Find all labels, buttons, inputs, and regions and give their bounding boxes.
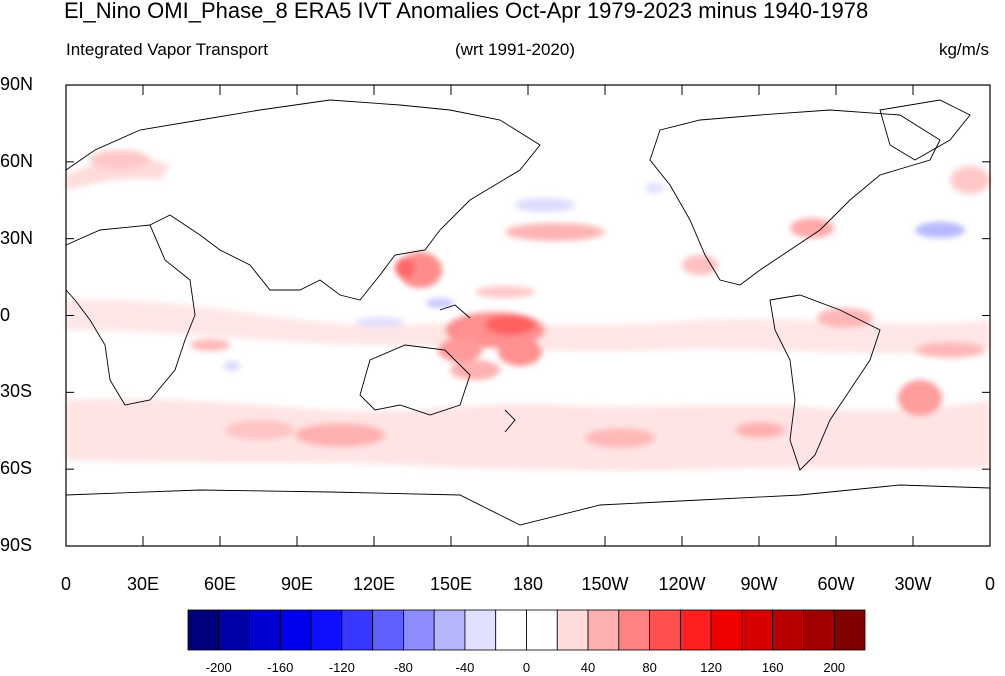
colorbar-tick-label: 40 [580,660,596,675]
axis-ticks [65,84,991,547]
longitude-label: 90W [740,574,778,594]
colorbar-tick-label: 160 [761,660,784,675]
colorbar-swatch [772,609,804,651]
colorbar-tick-label: 120 [700,660,722,675]
anomaly-field [66,150,990,471]
latitude-label: 60S [0,458,33,479]
longitude-label: 180 [512,574,544,594]
colorbar-swatch [403,609,435,651]
colorbar-swatch [464,609,497,651]
longitude-label: 120E [352,574,396,594]
colorbar-swatch [187,609,220,651]
colorbar-tick-label: 200 [823,660,846,675]
units-label: kg/m/s [938,40,989,59]
colorbar-swatch [587,609,620,651]
colorbar-swatch [218,609,250,651]
colorbar-tick-label: 0 [522,660,531,675]
colorbar-swatch [433,609,466,651]
latitude-label: 90N [0,74,34,94]
latitude-label: 0 [0,304,11,325]
colorbar-swatch [249,609,281,651]
longitude-label: 150E [429,574,473,594]
colorbar-tick-label: -200 [205,660,232,675]
latitude-label: 30N [0,227,34,248]
colorbar-swatch [341,609,374,651]
figure-title: El_Nino OMI_Phase_8 ERA5 IVT Anomalies O… [64,0,869,23]
colorbar-swatch [372,609,404,651]
longitude-label: 150W [581,574,629,594]
longitude-label: 0 [984,574,996,594]
colorbar-swatch [833,609,866,651]
coastlines [65,99,991,526]
colorbar-tick-label: -80 [394,660,413,675]
colorbar-swatch [741,609,774,651]
longitude-label: 60W [817,574,855,594]
longitude-label: 90E [280,574,314,594]
colorbar [187,609,866,651]
variable-label: Integrated Vapor Transport [66,40,268,59]
colorbar-swatch [279,609,312,651]
colorbar-tick-label: -40 [455,660,475,675]
latitude-label: 90S [0,535,33,555]
colorbar-swatch [710,609,743,651]
colorbar-swatch [526,609,558,651]
reference-period-label: (wrt 1991-2020) [455,40,576,59]
longitude-label: 30E [126,574,160,594]
longitude-label: 0 [60,574,72,594]
colorbar-tick-label: -120 [328,660,355,675]
colorbar-swatch [618,609,650,651]
colorbar-swatch [803,609,835,651]
colorbar-tick-label: -160 [267,660,294,675]
colorbar-swatch [679,609,712,651]
longitude-label: 60E [203,574,237,594]
colorbar-swatch [310,609,343,651]
longitude-label: 30W [894,574,932,594]
latitude-label: 60N [0,150,34,171]
longitude-label: 120W [658,574,706,594]
colorbar-tick-label: 80 [642,660,657,675]
colorbar-swatch [495,609,527,651]
latitude-label: 30S [0,381,33,402]
colorbar-swatch [649,609,681,651]
colorbar-swatch [556,609,589,651]
